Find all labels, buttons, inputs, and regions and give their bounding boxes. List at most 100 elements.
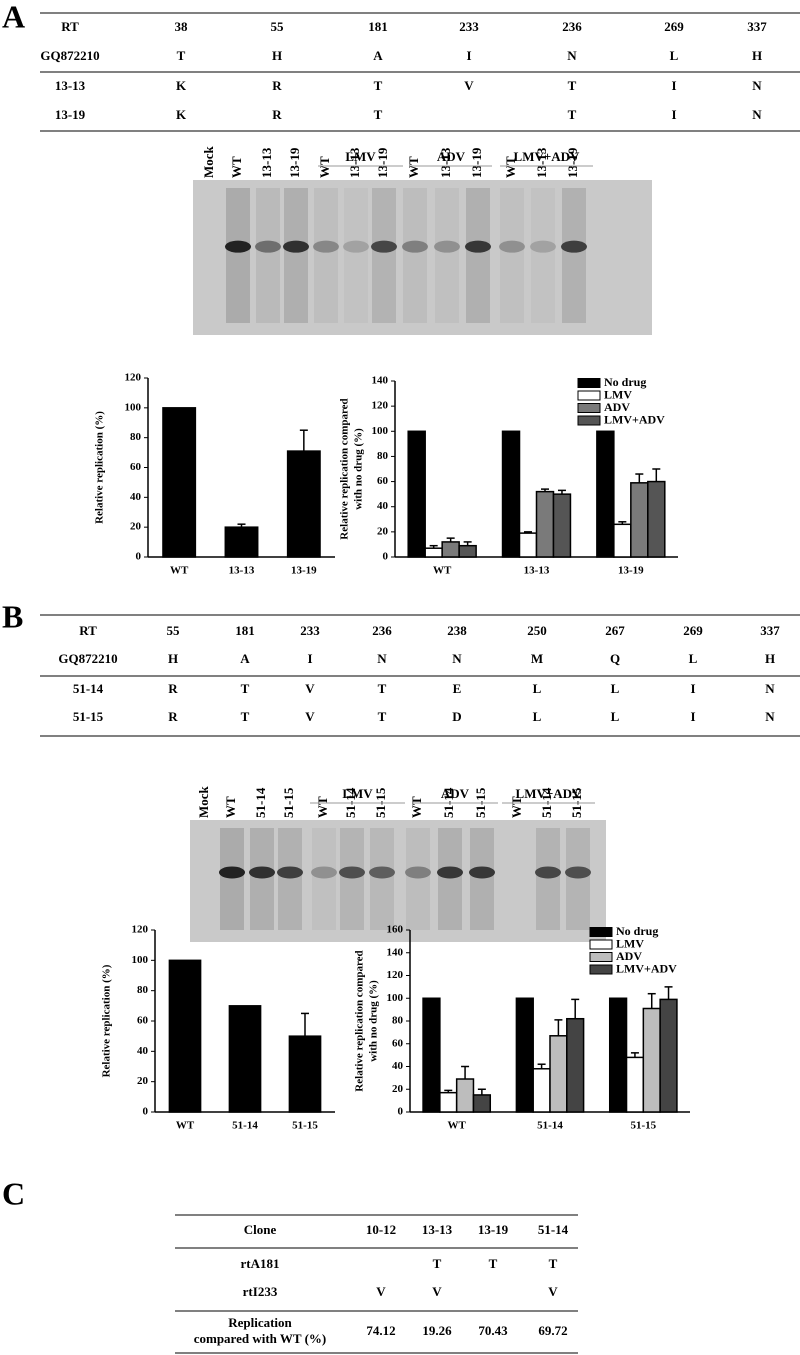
bar — [518, 532, 538, 558]
table-cell: L — [670, 48, 679, 63]
y-tick-label: 20 — [137, 1075, 149, 1087]
legend-swatch — [577, 415, 601, 426]
gel-smear — [536, 828, 560, 930]
table-cell: T — [568, 107, 577, 122]
gel-band — [434, 240, 460, 253]
group-label: LMV — [342, 786, 373, 801]
x-tick-label: 51-14 — [537, 1120, 563, 1132]
x-tick-label: WT — [176, 1120, 195, 1132]
table-cell: 250 — [527, 623, 547, 638]
bar — [288, 1035, 322, 1113]
bar — [458, 544, 477, 558]
gel-band — [255, 240, 281, 253]
table-cell: K — [176, 78, 187, 93]
gel-smear — [372, 188, 396, 323]
bar — [407, 430, 426, 558]
gel-band — [437, 866, 463, 879]
bar — [515, 997, 534, 1113]
bar — [532, 1068, 551, 1113]
x-tick-label: WT — [447, 1120, 466, 1132]
gel-band — [369, 866, 395, 879]
y-tick-label: 120 — [387, 969, 404, 981]
table-cell: L — [611, 709, 620, 724]
legend-swatch — [577, 390, 601, 401]
table-cell: N — [765, 681, 775, 696]
y-tick-label: 120 — [132, 924, 149, 936]
table-cell: 337 — [760, 623, 780, 638]
table-cell: RT — [61, 19, 79, 34]
y-tick-label: 40 — [130, 491, 142, 503]
legend-label: LMV — [616, 936, 644, 950]
lane-label: 13-19 — [287, 147, 302, 178]
lane-label: WT — [317, 156, 332, 178]
table-cell: 337 — [747, 19, 767, 34]
gel-smear — [256, 188, 280, 323]
y-axis-label: Relative replication compared — [339, 398, 351, 539]
y-tick-label: 100 — [372, 425, 389, 437]
gel-band — [277, 866, 303, 879]
table-cell: T — [549, 1256, 558, 1271]
y-axis-label: with no drug (%) — [368, 980, 380, 1062]
gel-band — [402, 240, 428, 253]
table-cell: V — [305, 681, 315, 696]
table-cell: 55 — [167, 623, 181, 638]
y-tick-label: 20 — [130, 521, 142, 533]
bar — [472, 1094, 492, 1113]
y-tick-label: 140 — [372, 375, 389, 387]
gel-band — [219, 866, 245, 879]
legend-swatch — [589, 939, 613, 950]
bar — [168, 959, 202, 1113]
lane-label: WT — [406, 156, 421, 178]
table-cell: V — [376, 1284, 386, 1299]
gel-band — [313, 240, 339, 253]
panel-label: B — [2, 598, 23, 634]
y-tick-label: 120 — [125, 372, 142, 384]
y-tick-label: 140 — [387, 946, 404, 958]
table-cell: 236 — [372, 623, 392, 638]
y-tick-label: 20 — [377, 525, 389, 537]
bar — [659, 998, 678, 1113]
table-cell: T — [378, 681, 387, 696]
gel-band — [405, 866, 431, 879]
table-cell: R — [168, 681, 178, 696]
y-tick-label: 40 — [392, 1060, 404, 1072]
table-cell: V — [432, 1284, 442, 1299]
gel-band — [249, 866, 275, 879]
table-cell: L — [611, 681, 620, 696]
table-cell: 233 — [459, 19, 479, 34]
y-axis-label: Relative replication (%) — [94, 411, 106, 524]
group-label: LMV+ADV — [516, 786, 583, 801]
table-cell: 51-14 — [538, 1222, 569, 1237]
gel-smear — [370, 828, 394, 930]
table-cell: 70.43 — [478, 1323, 508, 1338]
lane-label: WT — [229, 156, 244, 178]
lane-label: 13-13 — [259, 147, 274, 178]
table-cell: T — [568, 78, 577, 93]
table-cell: Q — [610, 651, 620, 666]
table-cell: L — [533, 709, 542, 724]
gel-smear — [314, 188, 338, 323]
group-label: ADV — [441, 786, 470, 801]
table-cell: T — [489, 1256, 498, 1271]
y-tick-label: 0 — [143, 1106, 149, 1118]
bar — [439, 1091, 458, 1113]
table-cell: N — [452, 651, 462, 666]
table-cell: Replication — [228, 1315, 292, 1330]
gel-smear — [250, 828, 274, 930]
y-tick-label: 80 — [377, 450, 389, 462]
table-cell: V — [305, 709, 315, 724]
y-tick-label: 80 — [392, 1015, 404, 1027]
table-cell: 238 — [447, 623, 467, 638]
table-cell: T — [241, 709, 250, 724]
legend-label: ADV — [616, 949, 642, 963]
gel-band — [561, 240, 587, 253]
table-cell: D — [452, 709, 461, 724]
legend-swatch — [577, 403, 601, 413]
table-cell: GQ872210 — [58, 651, 117, 666]
table-cell: GQ872210 — [40, 48, 99, 63]
table-cell: 13-19 — [478, 1222, 509, 1237]
table-cell: 269 — [664, 19, 684, 34]
y-tick-label: 60 — [392, 1037, 404, 1049]
table-cell: 267 — [605, 623, 625, 638]
